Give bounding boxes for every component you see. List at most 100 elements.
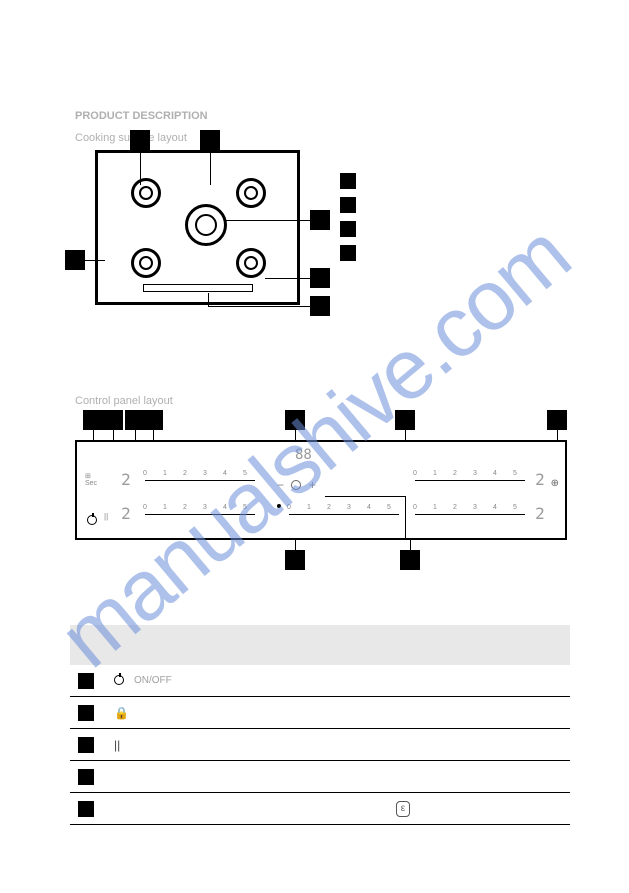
zone1-display: 2 [119,470,133,490]
marker-4 [65,250,85,270]
pm-4 [143,410,163,430]
pm-7 [547,410,567,430]
marker-1 [130,130,150,150]
s2t3: 3 [203,504,207,511]
leader-6b [208,293,209,306]
table-row [70,761,570,793]
s4t2: 2 [453,470,457,477]
int-line-1 [325,496,405,497]
boost-icon: ⊕ [551,478,559,489]
s4t0: 0 [413,470,417,477]
s1t3: 3 [203,470,207,477]
row-text-1: ON/OFF [134,675,172,686]
legend-row [340,194,362,216]
pm-1 [83,410,103,430]
s2t2: 2 [183,504,187,511]
marker-6 [310,296,330,316]
slider-5 [415,514,525,515]
pause-icon: || [114,738,134,752]
s4t4: 4 [493,470,497,477]
zone4-display: 2 [533,504,547,524]
s3t5: 5 [387,504,391,511]
legend-sq-4 [340,245,356,261]
burner-2-inner [244,186,258,200]
s5t5: 5 [513,504,517,511]
pm-3 [125,410,145,430]
minus-button: − [277,478,284,492]
boost-badge: ε [396,801,410,817]
s1t2: 2 [183,470,187,477]
s3t2: 2 [327,504,331,511]
s3t0: 0 [287,504,291,511]
marker-2 [200,130,220,150]
row-marker-1 [78,673,94,689]
slider-1 [145,480,255,481]
icon-sec: ⊞Sec [85,472,97,487]
control-panel: ⊞Sec || 2 0 1 2 3 4 5 2 0 1 2 3 4 5 88 −… [75,440,567,540]
section-panel: Control panel layout [75,395,173,407]
pause-icon: || [104,512,108,521]
timer-dot [291,480,301,490]
slider-3 [289,514,399,515]
controls-table: ON/OFF 🔒 || ε [70,625,570,825]
s1t5: 5 [243,470,247,477]
row-marker-3 [78,737,94,753]
leader-2 [210,150,211,185]
row-marker-5 [78,801,94,817]
s2t0: 0 [143,504,147,511]
legend-row [340,218,362,240]
s5t4: 4 [493,504,497,511]
slider-4 [415,480,525,481]
table-row: ON/OFF [70,665,570,697]
leader-6 [208,306,310,307]
marker-3 [310,210,330,230]
bm-2 [400,550,420,570]
s2t4: 4 [223,504,227,511]
s4t5: 5 [513,470,517,477]
bm-1 [285,550,305,570]
legend-sq-1 [340,173,356,189]
power-icon [114,674,134,688]
s5t2: 2 [453,504,457,511]
s5t1: 1 [433,504,437,511]
s3t4: 4 [367,504,371,511]
slider-2 [145,514,255,515]
pm-2 [103,410,123,430]
s4t1: 1 [433,470,437,477]
burner-4-inner [139,256,153,270]
bl-2 [410,540,411,550]
legend [340,170,362,266]
s5t0: 0 [413,504,417,511]
legend-row [340,170,362,192]
panel-top-markers [75,410,567,440]
row-marker-4 [78,769,94,785]
section-product: PRODUCT DESCRIPTION [75,110,208,122]
table-header [70,625,570,665]
pm-5 [285,410,305,430]
leader-3 [225,220,310,221]
panel-bottom-markers [75,540,567,570]
lock-icon: 🔒 [114,706,134,720]
cooktop-diagram [95,150,300,305]
bl-1 [295,540,296,550]
legend-sq-2 [340,197,356,213]
center-dot [277,504,281,508]
leader-1 [140,150,141,185]
table-row: ε [70,793,570,825]
s2t1: 1 [163,504,167,511]
s2t5: 5 [243,504,247,511]
plus-button: + [309,478,316,492]
s3t3: 3 [347,504,351,511]
table-row: || [70,729,570,761]
burner-3-inner [195,214,217,236]
leader-4 [85,260,105,261]
leader-5 [265,278,310,279]
s1t0: 0 [143,470,147,477]
int-line-2 [405,496,406,540]
table-row: 🔒 [70,697,570,729]
pm-6 [395,410,415,430]
s3t1: 1 [307,504,311,511]
control-strip [143,284,253,292]
zone2-display: 2 [119,504,133,524]
power-icon [87,512,97,530]
